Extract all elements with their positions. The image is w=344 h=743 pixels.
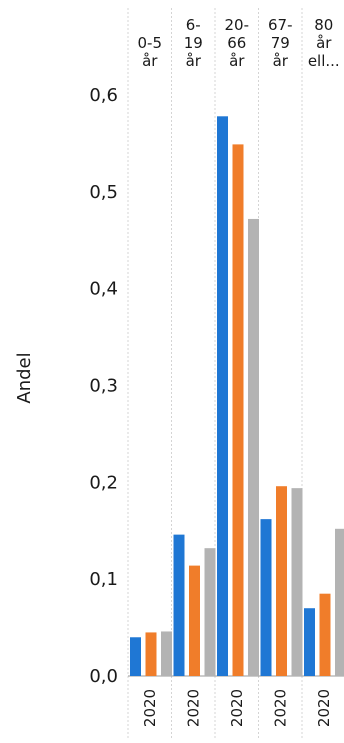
panel-header-line: 20- (225, 16, 250, 34)
y-tick-label: 0,3 (89, 376, 118, 397)
bar (204, 548, 216, 676)
panel-header-line: 0-5 (138, 34, 163, 52)
panel-header-line: år (229, 52, 245, 70)
panel-header-line: år (142, 52, 158, 70)
y-tick-label: 0,1 (89, 569, 118, 590)
y-tick-label: 0,0 (89, 666, 118, 687)
panel-headers: 0-5år6-19år20-66år67-79år80årell... (138, 16, 340, 70)
bar (335, 528, 344, 676)
bars (130, 116, 344, 677)
panel-header-line: 67- (268, 16, 293, 34)
bar (260, 519, 272, 676)
bar (276, 486, 287, 676)
y-axis-label: Andel (14, 352, 35, 403)
y-tick-label: 0,2 (89, 472, 118, 493)
panel-header-line: år (316, 34, 332, 52)
panel-header-line: 79 (271, 34, 290, 52)
bar (161, 631, 172, 676)
y-tick-label: 0,6 (89, 85, 118, 106)
bar (130, 637, 141, 676)
bar (217, 116, 228, 676)
y-tick-label: 0,5 (89, 182, 118, 203)
x-axis-ticks: 2020 2020 2020 2020 2020 (141, 689, 333, 727)
bar (145, 632, 157, 676)
panel-header-line: 19 (184, 34, 203, 52)
bar (248, 218, 259, 677)
bar (232, 144, 244, 676)
x-tick-label: 2020 (228, 689, 246, 727)
x-tick-label: 2020 (141, 689, 159, 727)
bar (173, 534, 185, 676)
panel-header-line: år (273, 52, 289, 70)
bar (189, 565, 200, 676)
x-tick-label: 2020 (315, 689, 333, 727)
panel-header-line: ell... (308, 52, 340, 70)
x-tick-label: 2020 (184, 689, 202, 727)
x-tick-label: 2020 (271, 689, 289, 727)
bar (291, 488, 303, 676)
y-axis-ticks: 0,0 0,1 0,2 0,3 0,4 0,5 0,6 (89, 85, 118, 687)
bar (304, 608, 315, 676)
bar (319, 593, 331, 676)
panel-header-line: år (186, 52, 202, 70)
y-tick-label: 0,4 (89, 279, 118, 300)
panel-header-line: 80 (314, 16, 333, 34)
panel-header-line: 6- (186, 16, 201, 34)
panel-header-line: 66 (227, 34, 246, 52)
